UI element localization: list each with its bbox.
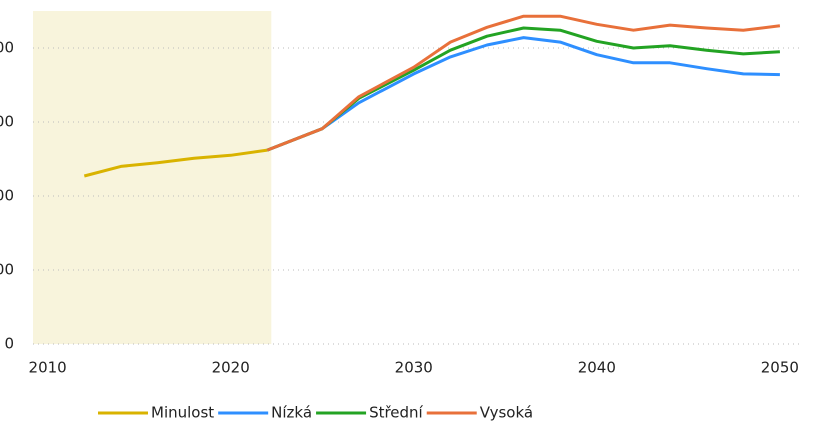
legend-label: Minulost [151, 404, 214, 422]
series-line [83, 148, 268, 178]
y-tick-label: 00 [0, 39, 14, 57]
series-line [266, 14, 781, 152]
x-tick-label: 2050 [761, 359, 799, 377]
series-line [266, 26, 780, 152]
x-tick-label: 2030 [395, 359, 433, 377]
x-tick-label: 2040 [578, 359, 616, 377]
y-tick-label: 00 [0, 261, 14, 279]
legend-label: Nízká [271, 404, 312, 422]
series-line [266, 36, 780, 152]
past-shade [33, 11, 272, 344]
x-tick-label: 2010 [29, 359, 67, 377]
legend-label: Střední [369, 404, 423, 422]
y-tick-label: 0 [4, 335, 14, 353]
y-tick-label: 00 [0, 113, 14, 131]
x-tick-label: 2020 [212, 359, 250, 377]
y-tick-label: 00 [0, 187, 14, 205]
legend-label: Vysoká [480, 404, 533, 422]
